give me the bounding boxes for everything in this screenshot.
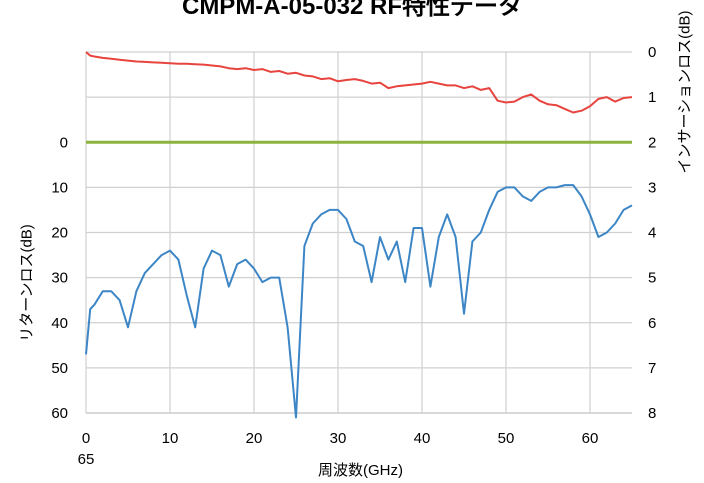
chart-title: CMPM-A-05-032 RF特性データ	[181, 0, 523, 20]
x-tick-label: 65	[78, 451, 95, 468]
y-tick-label-right: 4	[648, 225, 656, 242]
y-tick-label-left: 30	[51, 270, 68, 287]
series-lines	[85, 51, 633, 419]
y-tick-label-right: 3	[648, 179, 656, 196]
y-tick-label-left: 10	[51, 179, 68, 196]
y-tick-label-right: 5	[648, 270, 656, 287]
grid-lines	[85, 51, 632, 414]
x-tick-label: 10	[162, 430, 179, 447]
x-tick-label: 50	[498, 430, 515, 447]
y-axis-label-right: インサーションロス(dB)	[676, 10, 694, 174]
y-tick-label-right: 7	[648, 360, 656, 377]
series-line-1	[85, 51, 633, 114]
tick-labels: 0 10 20 30 40 50 60 65 0 10 20 30 40 50 60 0 1 2 3 4 5 6 7 8	[51, 44, 656, 468]
x-tick-label: 0	[82, 430, 90, 447]
y-tick-label-right: 1	[648, 89, 656, 106]
y-tick-label-right: 2	[648, 134, 656, 151]
x-tick-label: 20	[246, 430, 263, 447]
y-tick-label-left: 0	[60, 134, 68, 151]
y-tick-label-left: 60	[51, 405, 68, 422]
x-tick-label: 60	[582, 430, 599, 447]
x-tick-label: 30	[330, 430, 347, 447]
y-tick-label-right: 0	[648, 44, 656, 61]
y-axis-label-left: リターンロス(dB)	[18, 224, 36, 342]
y-tick-label-left: 50	[51, 360, 68, 377]
y-tick-label-left: 20	[51, 225, 68, 242]
x-tick-label: 40	[414, 430, 431, 447]
y-tick-label-left: 40	[51, 315, 68, 332]
x-axis-label: 周波数(GHz)	[318, 462, 403, 479]
y-tick-label-right: 8	[648, 405, 656, 422]
y-tick-label-right: 6	[648, 315, 656, 332]
series-line-3	[85, 184, 633, 419]
